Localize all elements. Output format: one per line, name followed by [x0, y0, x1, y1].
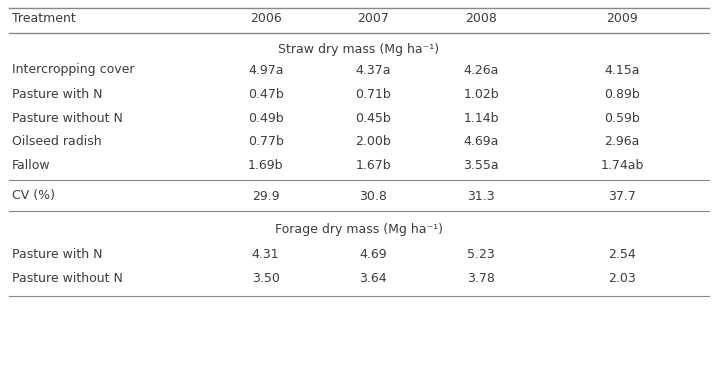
Text: Fallow: Fallow [12, 160, 51, 172]
Text: 3.64: 3.64 [360, 271, 387, 285]
Text: 1.67b: 1.67b [355, 160, 391, 172]
Text: 2009: 2009 [606, 11, 638, 25]
Text: 2006: 2006 [250, 11, 281, 25]
Text: Pasture with N: Pasture with N [12, 248, 103, 260]
Text: 1.14b: 1.14b [463, 112, 499, 124]
Text: Forage dry mass (Mg ha⁻¹): Forage dry mass (Mg ha⁻¹) [275, 223, 443, 237]
Text: 2.03: 2.03 [608, 271, 636, 285]
Text: 0.71b: 0.71b [355, 87, 391, 101]
Text: 1.02b: 1.02b [463, 87, 499, 101]
Text: Treatment: Treatment [12, 11, 76, 25]
Text: Pasture without N: Pasture without N [12, 112, 123, 124]
Text: 4.26a: 4.26a [463, 64, 499, 76]
Text: 0.89b: 0.89b [605, 87, 640, 101]
Text: 3.78: 3.78 [467, 271, 495, 285]
Text: 2008: 2008 [465, 11, 497, 25]
Text: 1.74ab: 1.74ab [600, 160, 644, 172]
Text: Pasture with N: Pasture with N [12, 87, 103, 101]
Text: 1.69b: 1.69b [248, 160, 284, 172]
Text: 2.54: 2.54 [608, 248, 636, 260]
Text: 0.49b: 0.49b [248, 112, 284, 124]
Text: 0.47b: 0.47b [248, 87, 284, 101]
Text: Straw dry mass (Mg ha⁻¹): Straw dry mass (Mg ha⁻¹) [279, 43, 439, 56]
Text: Intercropping cover: Intercropping cover [12, 64, 135, 76]
Text: 3.55a: 3.55a [463, 160, 499, 172]
Text: 0.59b: 0.59b [605, 112, 640, 124]
Text: 4.69: 4.69 [360, 248, 387, 260]
Text: 0.77b: 0.77b [248, 135, 284, 149]
Text: 31.3: 31.3 [467, 189, 495, 203]
Text: 29.9: 29.9 [252, 189, 279, 203]
Text: 0.45b: 0.45b [355, 112, 391, 124]
Text: 4.31: 4.31 [252, 248, 279, 260]
Text: 4.15a: 4.15a [605, 64, 640, 76]
Text: 3.50: 3.50 [252, 271, 279, 285]
Text: Pasture without N: Pasture without N [12, 271, 123, 285]
Text: 2.96a: 2.96a [605, 135, 640, 149]
Text: Oilseed radish: Oilseed radish [12, 135, 102, 149]
Text: 4.69a: 4.69a [463, 135, 499, 149]
Text: CV (%): CV (%) [12, 189, 55, 203]
Text: 2007: 2007 [358, 11, 389, 25]
Text: 30.8: 30.8 [360, 189, 387, 203]
Text: 5.23: 5.23 [467, 248, 495, 260]
Text: 4.37a: 4.37a [355, 64, 391, 76]
Text: 2.00b: 2.00b [355, 135, 391, 149]
Text: 4.97a: 4.97a [248, 64, 284, 76]
Text: 37.7: 37.7 [608, 189, 636, 203]
